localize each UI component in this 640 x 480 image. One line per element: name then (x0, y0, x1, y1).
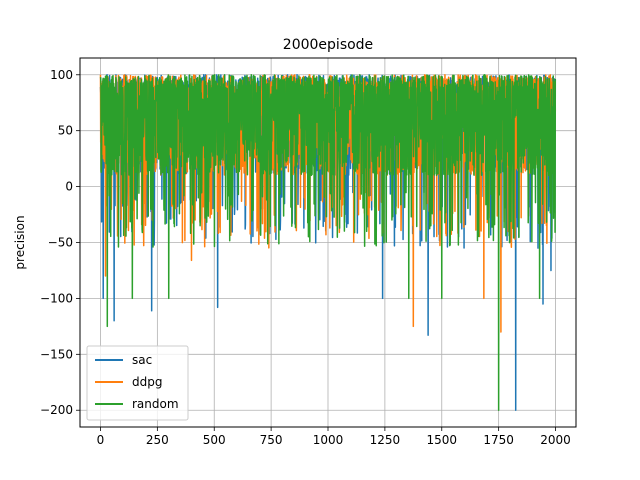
y-axis-label: precision (13, 215, 27, 269)
y-tick-label: 0 (65, 180, 73, 194)
legend-box (86, 345, 189, 421)
x-tick-label: 1000 (313, 433, 344, 447)
y-tick-label: −200 (40, 403, 73, 417)
x-tick-label: 250 (146, 433, 169, 447)
x-tick-label: 750 (260, 433, 283, 447)
y-tick-label: −150 (40, 347, 73, 361)
y-tick-label: 50 (58, 124, 73, 138)
x-tick-label: 0 (97, 433, 105, 447)
x-tick-label: 1750 (483, 433, 514, 447)
axis-ticks: 0 250 500 750 1000 1250 1500 1750 2000−200−150−1… (40, 68, 571, 447)
legend-label-ddpg: ddpg (132, 375, 162, 389)
x-tick-label: 500 (203, 433, 226, 447)
x-tick-label: 1250 (370, 433, 401, 447)
legend: sac ddpg random (86, 345, 189, 421)
legend-label-sac: sac (132, 353, 152, 367)
chart-title: 2000episode (283, 37, 373, 53)
x-tick-label: 1500 (426, 433, 457, 447)
legend-label-random: random (132, 397, 179, 411)
y-tick-label: −100 (40, 291, 73, 305)
series-lines (99, 74, 557, 411)
series-line-random (99, 74, 557, 411)
y-tick-label: −50 (48, 236, 73, 250)
y-tick-label: 100 (50, 68, 73, 82)
x-tick-label: 2000 (540, 433, 571, 447)
